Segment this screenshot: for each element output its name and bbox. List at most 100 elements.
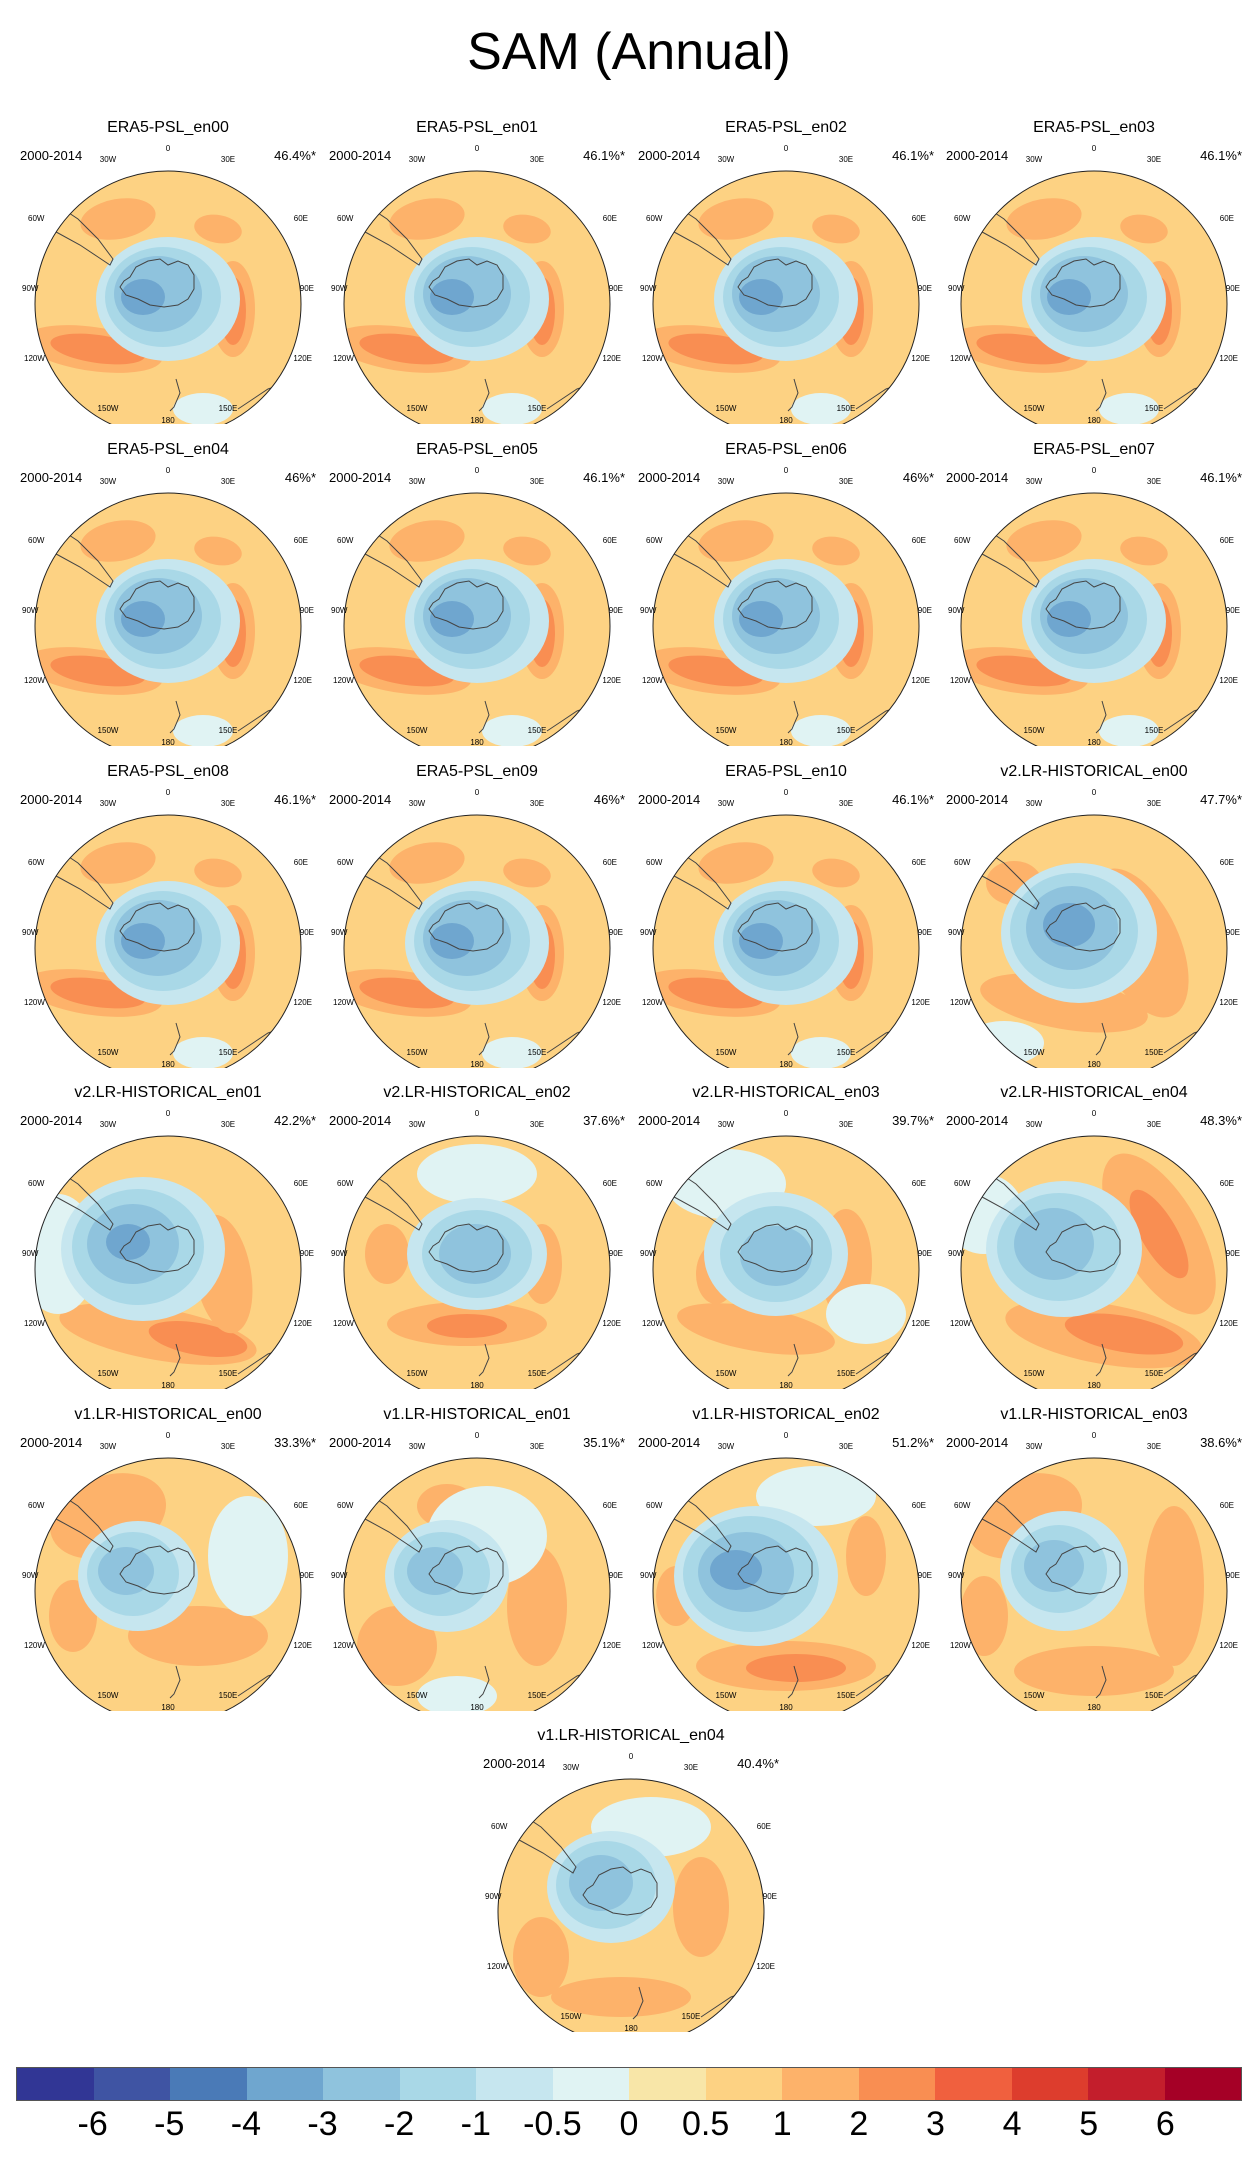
map-panel: ERA5-PSL_en09 2000-2014 46%* 0 30W 30E 60W 60E 9… [327,762,627,1068]
longitude-label: 60W [646,536,663,545]
longitude-label: 30W [409,155,426,164]
longitude-label: 120W [333,676,354,685]
contour-region [80,842,156,884]
polar-map: 0 30W 30E 60W 60E 90W 90E 120W 120E 150W 150E 180 [331,144,623,424]
panel-title: v2.LR-HISTORICAL_en01 [74,1084,262,1101]
map-boundary [34,1135,302,1389]
contour-region [710,1550,762,1590]
map-panel: v2.LR-HISTORICAL_en00 2000-2014 47.7%* 0 30W… [944,762,1244,1068]
longitude-label: 0 [784,1431,789,1440]
panel-period: 2000-2014 [638,470,701,485]
map-boundary [497,1778,765,2032]
map-boundary [960,492,1228,746]
longitude-label: 150E [219,1691,238,1700]
panel-title: v2.LR-HISTORICAL_en03 [692,1084,880,1101]
africa-outline [856,1109,886,1132]
contour-region [698,842,774,884]
colorbar-tick-label: 6 [1155,2105,1175,2143]
map-panel: ERA5-PSL_en02 2000-2014 46.1%* 0 30W 30E 60W 60… [636,118,936,424]
longitude-label: 120W [950,354,971,363]
antarctica-outline [737,902,813,952]
africa-outline [1164,788,1194,811]
polar-map: 0 30W 30E 60W 60E 90W 90E 120W 120E 150W 150E 180 [948,1109,1240,1389]
antarctica-outline [119,580,195,630]
longitude-label: 90W [331,1571,348,1580]
longitude-label: 30W [409,799,426,808]
longitude-label: 90E [609,1571,623,1580]
longitude-label: 150W [407,1369,428,1378]
longitude-label: 30W [100,1120,117,1129]
longitude-label: 30W [100,1442,117,1451]
map-boundary [652,1457,920,1711]
panel-title: ERA5-PSL_en05 [416,441,538,458]
longitude-label: 0 [784,788,789,797]
colorbar-tick-label: -2 [384,2105,415,2143]
longitude-label: 60W [646,1179,663,1188]
variance-explained: 40.4%* [737,1756,779,1771]
antarctica-outline [1045,902,1121,952]
longitude-label: 90E [300,928,314,937]
panel-period: 2000-2014 [20,1113,83,1128]
contour-region [1024,1540,1084,1592]
map-panel: ERA5-PSL_en01 2000-2014 46.1%* 0 30W 30E 60W 60… [327,118,627,424]
variance-explained: 51.2%* [892,1435,934,1450]
longitude-label: 180 [470,1381,484,1389]
longitude-label: 60W [954,858,971,867]
south-america-outline [346,520,423,588]
longitude-label: 90W [640,928,657,937]
longitude-label: 30E [530,1442,544,1451]
panel-title: ERA5-PSL_en03 [1033,119,1155,136]
south-america-outline [963,198,1040,266]
longitude-label: 0 [629,1752,634,1761]
africa-outline [547,1431,577,1454]
longitude-label: 150W [561,2012,582,2021]
longitude-label: 90W [331,284,348,293]
longitude-label: 150E [528,1048,547,1057]
longitude-label: 180 [470,1703,484,1711]
sam-pattern [961,788,1227,1068]
map-panel: v1.LR-HISTORICAL_en03 2000-2014 38.6%* 0 30W… [944,1405,1244,1711]
map-panel: v1.LR-HISTORICAL_en04 2000-2014 40.4%* 0 30W… [481,1726,781,2032]
longitude-label: 30W [563,1763,580,1772]
panel-period: 2000-2014 [946,1113,1009,1128]
contour-region [503,536,551,566]
contour-region [551,1977,691,2017]
antarctica-outline [428,580,504,630]
longitude-label: 150W [407,404,428,413]
longitude-label: 120W [950,676,971,685]
longitude-label: 180 [470,738,484,746]
longitude-label: 150W [1024,726,1045,735]
map-panel: v2.LR-HISTORICAL_en04 2000-2014 48.3%* 0 30W… [944,1083,1244,1389]
new-zealand-outline [787,700,799,734]
south-america-outline [963,1163,1040,1231]
longitude-label: 60W [28,858,45,867]
contour-region [482,715,542,746]
map-panel: v2.LR-HISTORICAL_en03 2000-2014 39.7%* 0 30W… [636,1083,936,1389]
longitude-label: 60W [28,536,45,545]
longitude-label: 150W [407,1048,428,1057]
panel-title: ERA5-PSL_en02 [725,119,847,136]
longitude-label: 120W [487,1962,508,1971]
longitude-label: 60W [337,858,354,867]
longitude-label: 30W [100,799,117,808]
africa-outline [238,1431,268,1454]
map-boundary [960,1135,1228,1389]
new-zealand-outline [787,1022,799,1056]
panel-period: 2000-2014 [329,148,392,163]
longitude-label: 120W [24,998,45,1007]
panel-title: ERA5-PSL_en00 [107,119,229,136]
panel-period: 2000-2014 [638,148,701,163]
longitude-label: 0 [1092,1431,1097,1440]
longitude-label: 150W [716,726,737,735]
longitude-label: 90E [609,284,623,293]
contour-region [513,1917,569,1997]
polar-map: 0 30W 30E 60W 60E 90W 90E 120W 120E 150W 150E 180 [640,144,932,424]
new-zealand-outline [169,1343,181,1377]
longitude-label: 120E [756,1962,775,1971]
map-panel: ERA5-PSL_en04 2000-2014 46%* 0 30W 30E 60W 60E 9… [18,440,318,746]
polar-map: 0 30W 30E 60W 60E 90W 90E 120W 120E 150W 150E 180 [948,144,1240,424]
colorbar-swatch [629,2068,706,2100]
longitude-label: 150W [98,404,119,413]
longitude-label: 90W [331,1249,348,1258]
longitude-label: 120E [293,998,312,1007]
